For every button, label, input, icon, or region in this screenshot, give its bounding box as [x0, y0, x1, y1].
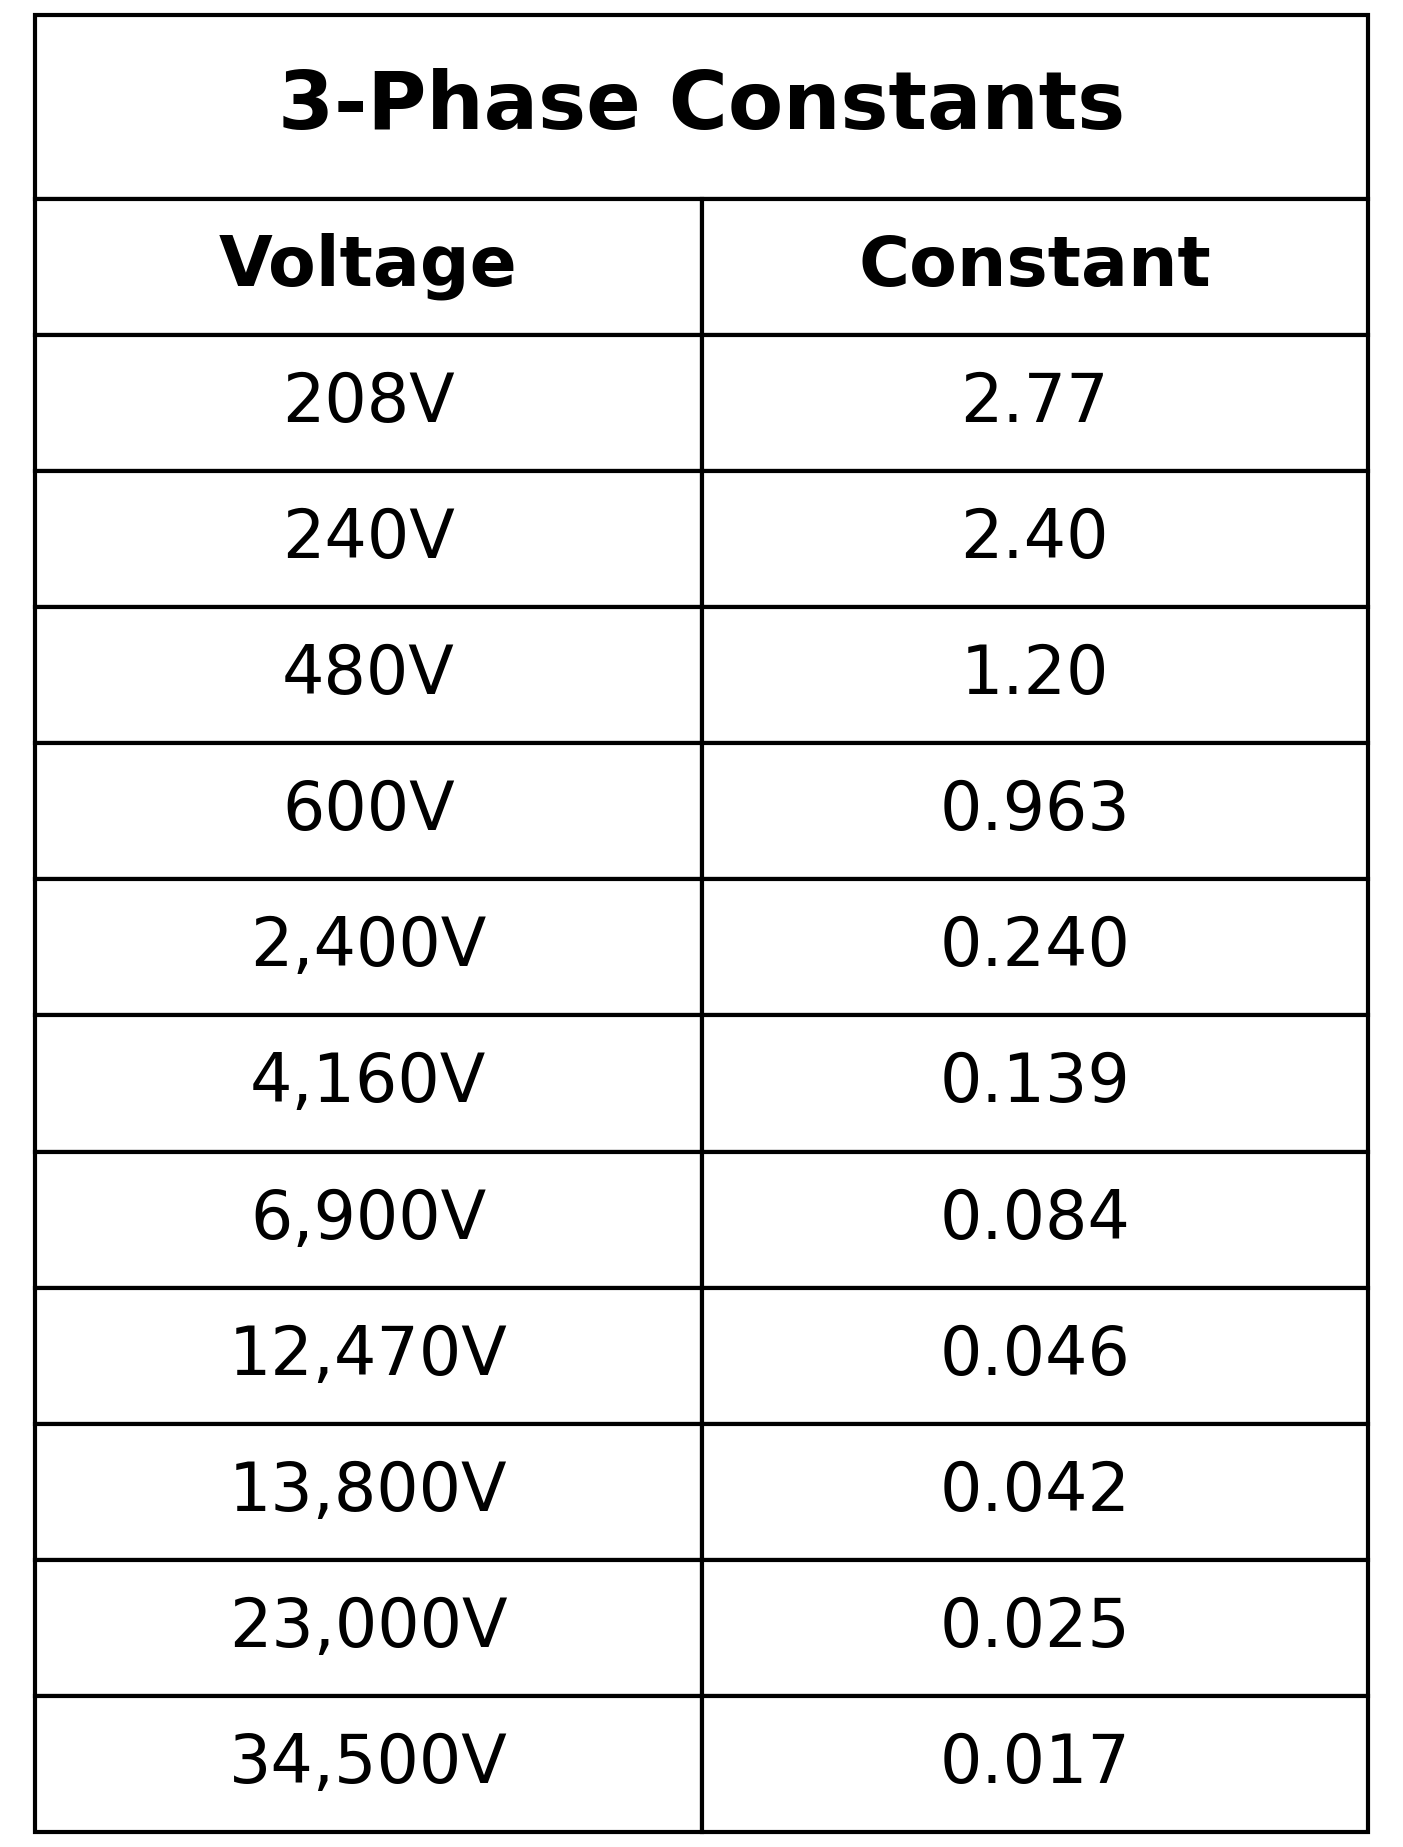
Bar — [702, 608, 1368, 742]
Bar — [35, 471, 702, 608]
Text: 0.139: 0.139 — [940, 1051, 1129, 1116]
Bar — [35, 879, 702, 1016]
Text: 600V: 600V — [282, 778, 455, 844]
Text: 13,800V: 13,800V — [229, 1459, 508, 1526]
Text: 480V: 480V — [282, 643, 455, 707]
Text: 3-Phase Constants: 3-Phase Constants — [278, 68, 1125, 146]
Bar — [702, 1561, 1368, 1696]
Bar — [702, 1151, 1368, 1287]
Bar — [35, 1016, 702, 1151]
Text: 12,470V: 12,470V — [229, 1322, 508, 1389]
Bar — [702, 1287, 1368, 1424]
Text: 208V: 208V — [282, 369, 455, 436]
Text: 0.042: 0.042 — [939, 1459, 1131, 1526]
Bar — [35, 1561, 702, 1696]
Bar — [702, 879, 1368, 1016]
Bar — [35, 608, 702, 742]
Text: 23,000V: 23,000V — [229, 1596, 508, 1660]
Bar — [35, 199, 702, 334]
Text: 1.20: 1.20 — [961, 643, 1108, 707]
Text: 6,900V: 6,900V — [250, 1186, 487, 1252]
Bar — [35, 1151, 702, 1287]
Bar — [702, 742, 1368, 879]
Bar — [702, 1696, 1368, 1832]
Text: 34,500V: 34,500V — [229, 1731, 508, 1797]
Bar — [702, 1424, 1368, 1561]
Text: 0.084: 0.084 — [939, 1186, 1131, 1252]
Bar — [35, 1696, 702, 1832]
Bar — [35, 334, 702, 471]
Text: 2.77: 2.77 — [961, 369, 1108, 436]
Text: 240V: 240V — [282, 506, 455, 573]
Text: Voltage: Voltage — [219, 233, 518, 301]
Bar — [35, 1424, 702, 1561]
Bar — [35, 15, 1368, 199]
Text: 4,160V: 4,160V — [250, 1051, 487, 1116]
Text: 0.046: 0.046 — [939, 1322, 1131, 1389]
Bar — [702, 334, 1368, 471]
Text: 0.963: 0.963 — [940, 778, 1129, 844]
Text: 2,400V: 2,400V — [250, 914, 487, 981]
Bar — [35, 1287, 702, 1424]
Text: 0.240: 0.240 — [939, 914, 1131, 981]
Bar — [702, 199, 1368, 334]
Text: 0.025: 0.025 — [939, 1596, 1131, 1660]
Text: 0.017: 0.017 — [939, 1731, 1131, 1797]
Text: Constant: Constant — [859, 233, 1211, 299]
Bar — [35, 742, 702, 879]
Bar — [702, 1016, 1368, 1151]
Bar — [702, 471, 1368, 608]
Text: 2.40: 2.40 — [961, 506, 1108, 573]
